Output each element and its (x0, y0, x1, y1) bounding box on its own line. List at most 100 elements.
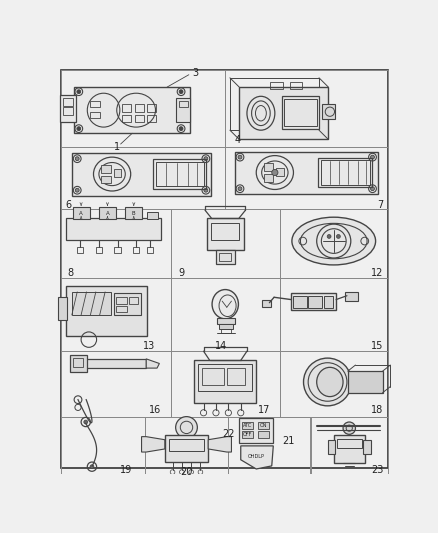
Text: A: A (106, 211, 110, 216)
Bar (171, 209, 279, 278)
Bar (113, 169, 121, 177)
Bar (219, 253, 231, 261)
Bar (321, 160, 370, 185)
Bar (116, 306, 127, 312)
Bar (171, 351, 279, 417)
Text: OFF: OFF (243, 432, 252, 437)
Circle shape (371, 187, 374, 191)
Bar (134, 104, 144, 112)
Bar (63, 107, 73, 115)
Bar (218, 318, 235, 324)
Circle shape (371, 155, 374, 159)
Text: 4: 4 (235, 135, 240, 145)
Bar (134, 115, 144, 123)
Bar (129, 296, 138, 304)
Bar (147, 115, 156, 123)
Bar (228, 417, 311, 474)
Bar (170, 439, 204, 451)
Bar (73, 207, 90, 220)
Text: 20: 20 (180, 467, 193, 477)
Bar (122, 115, 131, 123)
Polygon shape (241, 446, 273, 469)
Text: 14: 14 (215, 341, 227, 351)
Bar (61, 351, 171, 417)
Text: 22: 22 (222, 429, 235, 439)
Text: 18: 18 (371, 406, 383, 415)
Text: 19: 19 (120, 465, 132, 475)
Bar (258, 422, 268, 429)
Bar (61, 417, 145, 474)
Bar (279, 351, 388, 417)
Bar (291, 294, 336, 310)
Bar (324, 296, 333, 308)
Circle shape (327, 235, 331, 238)
Bar (63, 98, 73, 106)
Bar (279, 209, 388, 278)
Bar (219, 324, 233, 329)
Bar (284, 99, 317, 126)
Text: 12: 12 (371, 269, 383, 278)
Bar (230, 78, 319, 130)
Bar (346, 292, 358, 301)
Circle shape (176, 417, 198, 438)
Bar (61, 147, 225, 209)
Text: A: A (79, 211, 83, 216)
Text: OHDLP: OHDLP (248, 454, 265, 459)
Bar (221, 329, 231, 334)
Bar (90, 101, 100, 107)
Bar (318, 158, 372, 187)
Bar (282, 96, 319, 128)
Circle shape (77, 127, 81, 131)
Bar (239, 418, 273, 443)
Bar (258, 431, 268, 438)
Bar (311, 417, 388, 474)
Ellipse shape (317, 367, 343, 397)
Circle shape (75, 188, 79, 192)
Bar (194, 360, 256, 403)
Bar (165, 435, 208, 462)
Bar (74, 87, 191, 133)
Text: 13: 13 (143, 341, 155, 351)
Bar (227, 368, 245, 385)
Circle shape (179, 90, 183, 94)
Bar (322, 104, 335, 119)
Bar (96, 247, 102, 253)
Bar (328, 440, 336, 454)
Bar (60, 95, 76, 122)
Bar (235, 152, 378, 194)
Bar (179, 101, 188, 107)
Bar (145, 417, 228, 474)
Bar (114, 247, 120, 253)
Circle shape (204, 157, 208, 160)
Bar (177, 98, 191, 123)
Text: 7: 7 (377, 200, 383, 210)
Bar (72, 154, 211, 196)
Text: 9: 9 (179, 269, 185, 278)
Bar (153, 159, 206, 189)
Bar (242, 422, 253, 429)
Circle shape (238, 187, 242, 191)
Text: 17: 17 (258, 406, 270, 415)
Circle shape (343, 422, 356, 434)
Bar (242, 431, 253, 438)
Bar (72, 292, 110, 315)
Bar (67, 218, 161, 239)
Bar (70, 355, 87, 372)
Text: ATC: ATC (243, 423, 252, 427)
Circle shape (272, 169, 278, 175)
Circle shape (77, 90, 81, 94)
Bar (239, 87, 328, 140)
Bar (77, 247, 83, 253)
Bar (270, 83, 283, 88)
Text: 3: 3 (193, 68, 199, 78)
Bar (73, 358, 83, 367)
Bar (337, 439, 362, 448)
Text: 23: 23 (371, 465, 383, 475)
Bar (211, 223, 239, 239)
Bar (293, 296, 307, 308)
Bar (348, 371, 382, 393)
Circle shape (204, 188, 208, 192)
Bar (225, 70, 388, 147)
Bar (155, 161, 204, 187)
Text: B: B (132, 211, 136, 216)
